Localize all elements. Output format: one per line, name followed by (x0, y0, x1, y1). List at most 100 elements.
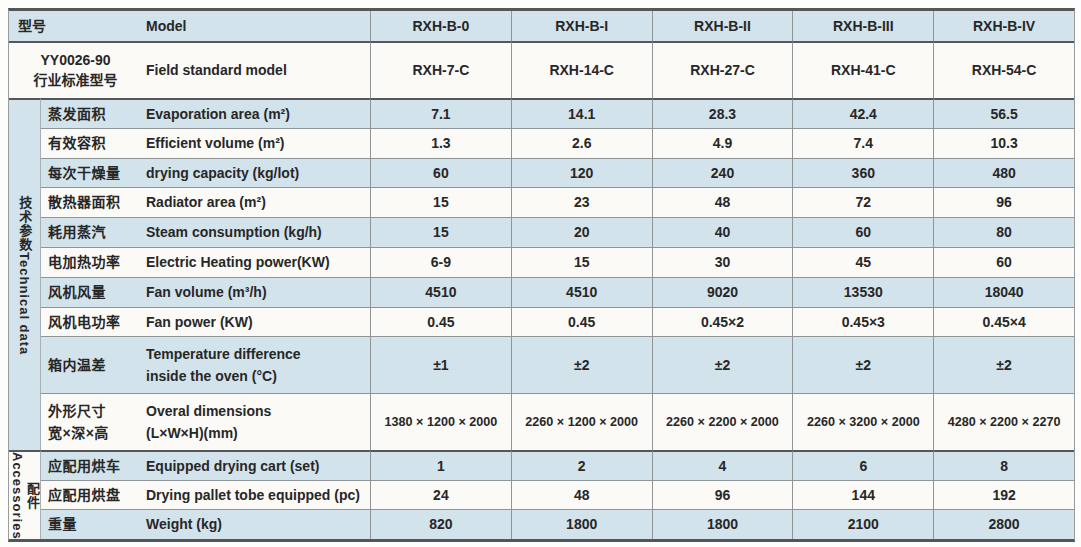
value-cell: 60 (792, 217, 933, 247)
spec-table: 型号 Model RXH-B-0 RXH-B-I RXH-B-II RXH-B-… (8, 8, 1075, 542)
value-cell: 30 (652, 247, 793, 277)
value-cell: 192 (933, 480, 1074, 509)
row-label-en: Equipped drying cart (set) (142, 450, 370, 480)
value-cell: 0.45×3 (792, 307, 933, 337)
row-label-en: Electric Heating power(KW) (142, 247, 370, 277)
value-cell: 1800 (511, 509, 652, 539)
value-cell: ±2 (792, 336, 933, 393)
value-cell: 9020 (652, 277, 793, 307)
value-cell: 4510 (511, 277, 652, 307)
value-cell: 8 (933, 450, 1074, 480)
group-label-technical-data: 技术参数Technical data (9, 98, 41, 450)
value-cell: 4.9 (652, 128, 793, 158)
value-cell: 15 (370, 217, 511, 247)
value-cell: 1380 × 1200 × 2000 (370, 393, 511, 450)
value-cell: 60 (370, 158, 511, 188)
row-label-zh: 有效容积 (41, 128, 142, 158)
value-cell: 96 (933, 187, 1074, 217)
standard-code: YY0026-90 (40, 51, 110, 71)
value-cell: 4280 × 2200 × 2270 (933, 393, 1074, 450)
value-cell: 48 (652, 187, 793, 217)
standard-model-name: RXH-14-C (511, 41, 652, 98)
value-cell: 13530 (792, 277, 933, 307)
value-cell: 40 (652, 217, 793, 247)
row-label-en: Overal dimensions (L×W×H)(mm) (142, 393, 370, 450)
standard-model-name: RXH-27-C (652, 41, 793, 98)
row-label-en: Weight (kg) (142, 509, 370, 539)
value-cell: 360 (792, 158, 933, 188)
value-cell: 2800 (933, 509, 1074, 539)
row-label-en: Temperature difference inside the oven (… (142, 336, 370, 393)
standard-model-name: RXH-54-C (933, 41, 1074, 98)
row-label-zh: 外形尺寸 宽×深×高 (41, 393, 142, 450)
row-label-zh: 箱内温差 (41, 336, 142, 393)
value-cell: 96 (652, 480, 793, 509)
value-cell: 6-9 (370, 247, 511, 277)
standard-label-zh-text: 行业标准型号 (34, 71, 118, 91)
row-label-en: Fan volume (m³/h) (142, 277, 370, 307)
value-cell: 10.3 (933, 128, 1074, 158)
value-cell: 48 (511, 480, 652, 509)
value-cell: 56.5 (933, 98, 1074, 128)
row-label-en: drying capacity (kg/lot) (142, 158, 370, 188)
value-cell: 2100 (792, 509, 933, 539)
row-label-zh: 散热器面积 (41, 187, 142, 217)
row-label-zh: 应配用烘盘 (41, 480, 142, 509)
row-label-zh-line2: 宽×深×高 (48, 422, 109, 444)
catalog-page: 型号 Model RXH-B-0 RXH-B-I RXH-B-II RXH-B-… (0, 0, 1081, 547)
value-cell: 2260 × 2200 × 2000 (652, 393, 793, 450)
row-label-zh: 每次干燥量 (41, 158, 142, 188)
row-label-zh: 电加热功率 (41, 247, 142, 277)
group-label-accessories: Accessories 配件 (9, 450, 41, 539)
row-label-zh: 风机风量 (41, 277, 142, 307)
standard-label-en: Field standard model (142, 41, 370, 98)
value-cell: 120 (511, 158, 652, 188)
value-cell: 45 (792, 247, 933, 277)
value-cell: 60 (933, 247, 1074, 277)
standard-label-zh: YY0026-90 行业标准型号 (9, 41, 142, 98)
value-cell: 15 (370, 187, 511, 217)
row-label-en: Fan power (KW) (142, 307, 370, 337)
model-label-en: Model (142, 11, 370, 41)
value-cell: 7.1 (370, 98, 511, 128)
value-cell: ±1 (370, 336, 511, 393)
value-cell: 14.1 (511, 98, 652, 128)
row-label-zh: 重量 (41, 509, 142, 539)
value-cell: 0.45 (370, 307, 511, 337)
model-name: RXH-B-I (511, 11, 652, 41)
value-cell: 240 (652, 158, 793, 188)
value-cell: 4510 (370, 277, 511, 307)
technical-data-vertical-text: 技术参数Technical data (17, 196, 33, 355)
row-label-zh: 应配用烘车 (41, 450, 142, 480)
row-label-zh-line1: 外形尺寸 (48, 400, 106, 422)
accessories-vertical-text-en: Accessories (9, 452, 25, 540)
value-cell: 0.45 (511, 307, 652, 337)
row-label-en-line2: (L×W×H)(mm) (146, 422, 238, 444)
standard-model-name: RXH-7-C (370, 41, 511, 98)
row-label-en-line2: inside the oven (°C) (146, 365, 277, 387)
row-label-en: Radiator area (m²) (142, 187, 370, 217)
value-cell: 144 (792, 480, 933, 509)
standard-model-name: RXH-41-C (792, 41, 933, 98)
value-cell: 480 (933, 158, 1074, 188)
row-label-zh: 风机电功率 (41, 307, 142, 337)
row-label-en: Efficient volume (m²) (142, 128, 370, 158)
value-cell: 23 (511, 187, 652, 217)
value-cell: 4 (652, 450, 793, 480)
value-cell: 820 (370, 509, 511, 539)
value-cell: 0.45×4 (933, 307, 1074, 337)
value-cell: 2260 × 1200 × 2000 (511, 393, 652, 450)
row-label-en-line1: Temperature difference (146, 343, 301, 365)
value-cell: ±2 (511, 336, 652, 393)
value-cell: 24 (370, 480, 511, 509)
row-label-en: Evaporation area (m²) (142, 98, 370, 128)
accessories-vertical-text-zh: 配件 (25, 482, 41, 510)
model-name: RXH-B-IV (933, 11, 1074, 41)
value-cell: 2 (511, 450, 652, 480)
value-cell: 42.4 (792, 98, 933, 128)
model-name: RXH-B-II (652, 11, 793, 41)
model-label-zh: 型号 (9, 11, 142, 41)
value-cell: 7.4 (792, 128, 933, 158)
value-cell: 72 (792, 187, 933, 217)
row-label-zh: 蒸发面积 (41, 98, 142, 128)
